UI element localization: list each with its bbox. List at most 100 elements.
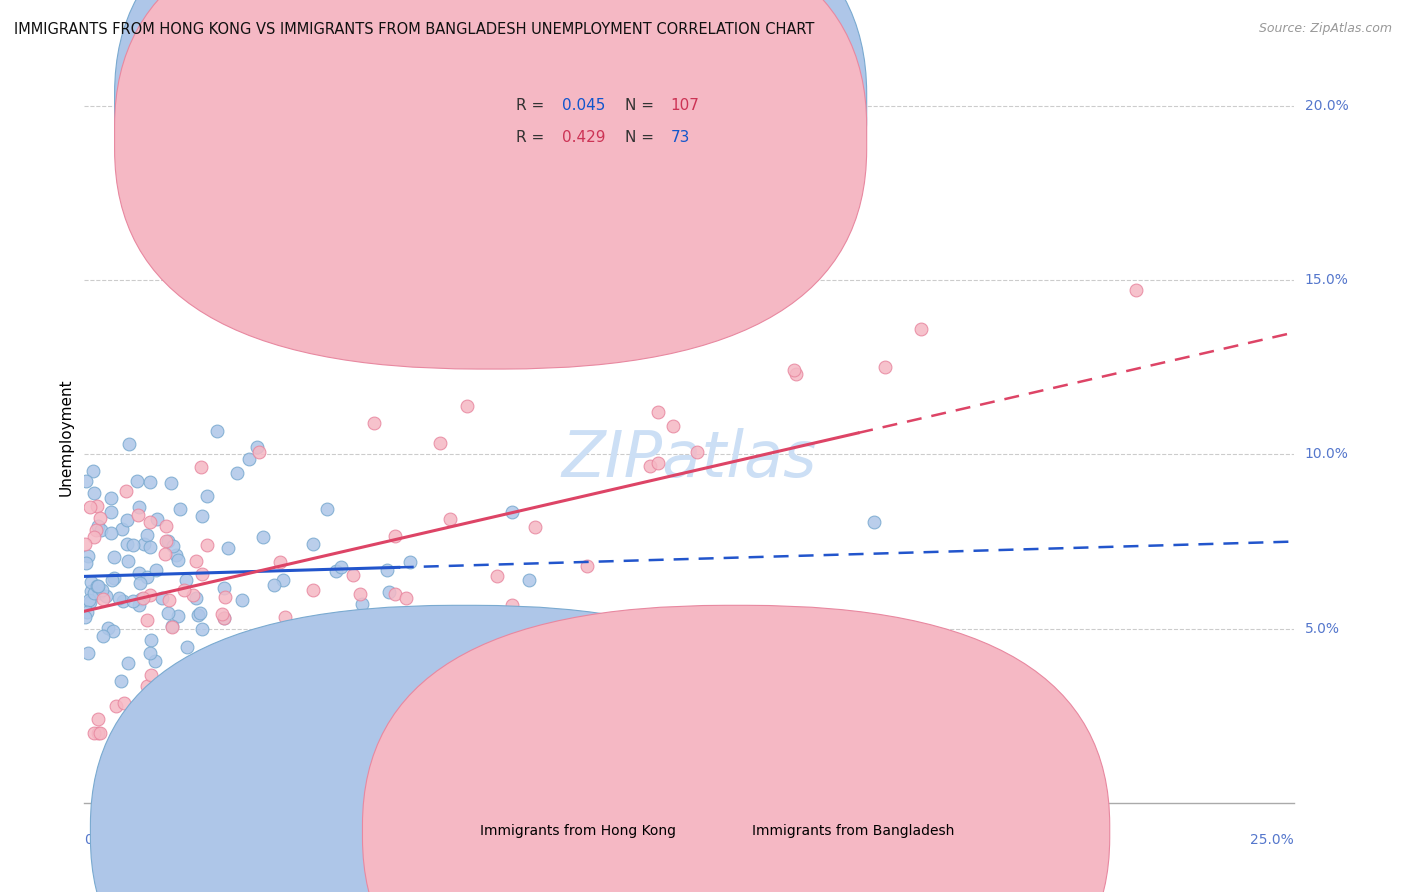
Point: [783, 362, 806, 376]
Point: [89, 511, 111, 525]
Text: IMMIGRANTS FROM HONG KONG VS IMMIGRANTS FROM BANGLADESH UNEMPLOYMENT CORRELATION: IMMIGRANTS FROM HONG KONG VS IMMIGRANTS …: [14, 22, 814, 37]
Point: [212, 581, 235, 595]
Point: [212, 611, 235, 625]
Point: [76, 605, 98, 619]
Point: [136, 679, 159, 693]
Point: [79, 500, 101, 514]
Point: [501, 505, 523, 519]
Point: [128, 598, 150, 612]
Point: [90, 583, 112, 598]
Point: [323, 711, 346, 725]
Point: [77, 646, 100, 660]
Point: [191, 566, 214, 581]
Point: [87, 579, 110, 593]
Point: [246, 441, 269, 455]
Point: [134, 537, 156, 551]
Point: [406, 612, 429, 626]
Point: [423, 611, 446, 625]
Text: N =: N =: [624, 130, 659, 145]
Point: [100, 491, 122, 505]
Point: [325, 564, 347, 578]
Point: [316, 502, 339, 516]
Point: [127, 508, 149, 523]
Text: Immigrants from Hong Kong: Immigrants from Hong Kong: [479, 824, 676, 838]
Point: [159, 475, 181, 490]
Point: [155, 519, 177, 533]
Point: [110, 674, 132, 689]
Point: [117, 656, 139, 670]
Point: [103, 549, 125, 564]
Point: [173, 582, 195, 597]
Point: [378, 585, 401, 599]
Y-axis label: Unemployment: Unemployment: [58, 378, 73, 496]
Point: [97, 621, 120, 635]
Point: [117, 554, 139, 568]
Point: [149, 698, 172, 712]
Point: [330, 560, 353, 574]
Point: [128, 500, 150, 515]
Point: [314, 335, 336, 350]
Point: [139, 588, 162, 602]
Point: [186, 554, 208, 568]
Point: [83, 486, 105, 500]
Point: [269, 555, 291, 569]
Point: [103, 570, 125, 584]
Point: [83, 726, 105, 740]
Point: [217, 541, 239, 555]
Point: [100, 525, 122, 540]
Point: [226, 467, 249, 481]
Point: [252, 530, 274, 544]
Point: [141, 633, 163, 648]
Point: [150, 591, 173, 605]
Point: [873, 360, 896, 375]
Point: [429, 436, 451, 450]
Point: [80, 574, 103, 589]
Text: 73: 73: [671, 130, 690, 145]
Point: [117, 537, 139, 551]
Point: [139, 515, 162, 529]
Text: ZIPatlas: ZIPatlas: [561, 428, 817, 490]
Text: 0.045: 0.045: [562, 98, 606, 113]
Point: [195, 489, 218, 503]
Point: [86, 500, 108, 514]
Point: [129, 592, 152, 607]
Point: [456, 400, 478, 414]
Point: [1125, 284, 1147, 298]
Point: [135, 570, 157, 584]
Point: [143, 654, 166, 668]
Point: [87, 712, 110, 726]
Point: [352, 597, 374, 611]
FancyBboxPatch shape: [90, 606, 838, 892]
Point: [117, 437, 139, 451]
Point: [132, 591, 155, 605]
Point: [73, 537, 96, 551]
Point: [263, 577, 285, 591]
Point: [231, 593, 253, 607]
Point: [301, 537, 323, 551]
Point: [89, 726, 111, 740]
Point: [155, 534, 177, 549]
Point: [75, 475, 97, 489]
Point: [162, 539, 184, 553]
FancyBboxPatch shape: [115, 0, 866, 337]
Point: [785, 367, 807, 381]
Text: 107: 107: [671, 98, 700, 113]
Point: [139, 541, 162, 555]
Point: [104, 699, 127, 714]
Point: [195, 538, 218, 552]
Point: [638, 458, 661, 473]
Point: [91, 591, 114, 606]
Point: [83, 530, 105, 544]
Point: [108, 591, 131, 605]
Point: [112, 594, 135, 608]
Point: [188, 607, 211, 621]
Point: [187, 607, 209, 622]
FancyBboxPatch shape: [115, 0, 866, 369]
Point: [519, 614, 541, 628]
Point: [517, 573, 540, 587]
Point: [100, 505, 122, 519]
Point: [375, 564, 398, 578]
Point: [160, 620, 183, 634]
Point: [191, 508, 214, 523]
Point: [101, 624, 124, 638]
